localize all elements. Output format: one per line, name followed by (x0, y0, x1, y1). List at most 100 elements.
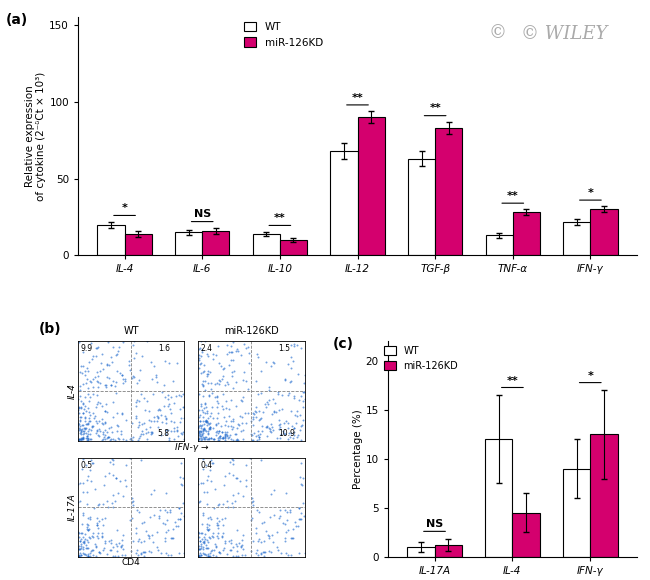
Point (194, 416, 205, 426)
Point (164, 435, 174, 444)
Point (176, 480, 186, 489)
Point (118, 379, 129, 388)
Point (127, 374, 137, 383)
Point (203, 514, 213, 523)
Point (200, 376, 210, 386)
Point (166, 408, 176, 418)
Point (283, 360, 294, 369)
Point (101, 407, 112, 416)
Point (111, 378, 122, 387)
Y-axis label: Relative expression
of cytokine (2⁻ᵟCt × 10³): Relative expression of cytokine (2⁻ᵟCt ×… (25, 72, 46, 201)
Point (106, 434, 116, 444)
Point (157, 418, 167, 427)
Point (217, 389, 228, 398)
Point (120, 415, 131, 425)
Point (214, 516, 224, 525)
Point (247, 513, 257, 522)
Point (153, 412, 164, 421)
Point (102, 496, 112, 506)
Point (176, 514, 186, 524)
Text: IFN-γ →: IFN-γ → (174, 444, 208, 452)
Point (90, 372, 100, 382)
Point (83, 538, 93, 547)
Point (226, 421, 236, 430)
Point (241, 343, 252, 352)
Point (92, 533, 103, 542)
Point (97, 349, 107, 358)
Point (246, 498, 257, 507)
Point (177, 480, 187, 490)
Bar (330, 151, 358, 255)
Point (94, 416, 104, 425)
Point (124, 360, 134, 369)
Point (253, 536, 263, 546)
Point (118, 531, 128, 540)
Point (225, 458, 235, 467)
Point (196, 432, 206, 441)
Point (196, 528, 207, 538)
Point (101, 360, 112, 369)
Point (79, 549, 90, 559)
Point (140, 428, 151, 437)
Point (193, 435, 203, 444)
Point (214, 433, 225, 443)
Point (199, 549, 209, 559)
Point (212, 426, 222, 435)
Point (101, 427, 112, 437)
Point (160, 520, 170, 529)
Point (211, 350, 222, 360)
Point (94, 379, 105, 388)
Point (107, 498, 118, 508)
Point (224, 360, 235, 369)
Point (194, 427, 204, 436)
Point (135, 432, 146, 441)
Point (105, 381, 116, 390)
Point (196, 541, 207, 550)
Point (138, 548, 148, 557)
Point (163, 390, 174, 400)
Point (75, 425, 85, 434)
Point (202, 525, 212, 534)
Legend: WT, miR-126KD: WT, miR-126KD (380, 342, 462, 375)
Point (112, 525, 122, 535)
Point (152, 416, 162, 426)
Point (83, 521, 94, 530)
Point (253, 389, 263, 398)
Bar (590, 209, 618, 255)
Point (133, 396, 144, 405)
Point (197, 429, 207, 438)
Point (121, 435, 131, 444)
Point (241, 418, 252, 427)
Point (75, 552, 85, 561)
Point (157, 519, 168, 528)
Point (205, 434, 216, 443)
Point (212, 519, 222, 528)
Point (259, 547, 269, 556)
Point (198, 413, 208, 422)
Point (91, 542, 101, 551)
Point (98, 429, 108, 438)
Point (85, 512, 96, 521)
Point (254, 434, 264, 443)
Point (203, 424, 214, 433)
Point (96, 358, 107, 367)
Point (78, 433, 88, 443)
Point (280, 429, 291, 438)
Point (220, 435, 230, 444)
Point (98, 364, 108, 374)
Text: *: * (588, 371, 593, 380)
Point (280, 428, 290, 437)
Point (226, 546, 236, 555)
Point (236, 396, 246, 405)
Point (155, 405, 166, 415)
Point (73, 436, 83, 445)
Point (77, 432, 88, 441)
Point (100, 434, 110, 444)
Point (160, 356, 170, 365)
Point (213, 523, 223, 532)
Point (206, 384, 216, 393)
Point (274, 416, 284, 425)
Point (193, 527, 203, 536)
Text: **: ** (352, 93, 363, 103)
Point (77, 420, 87, 430)
